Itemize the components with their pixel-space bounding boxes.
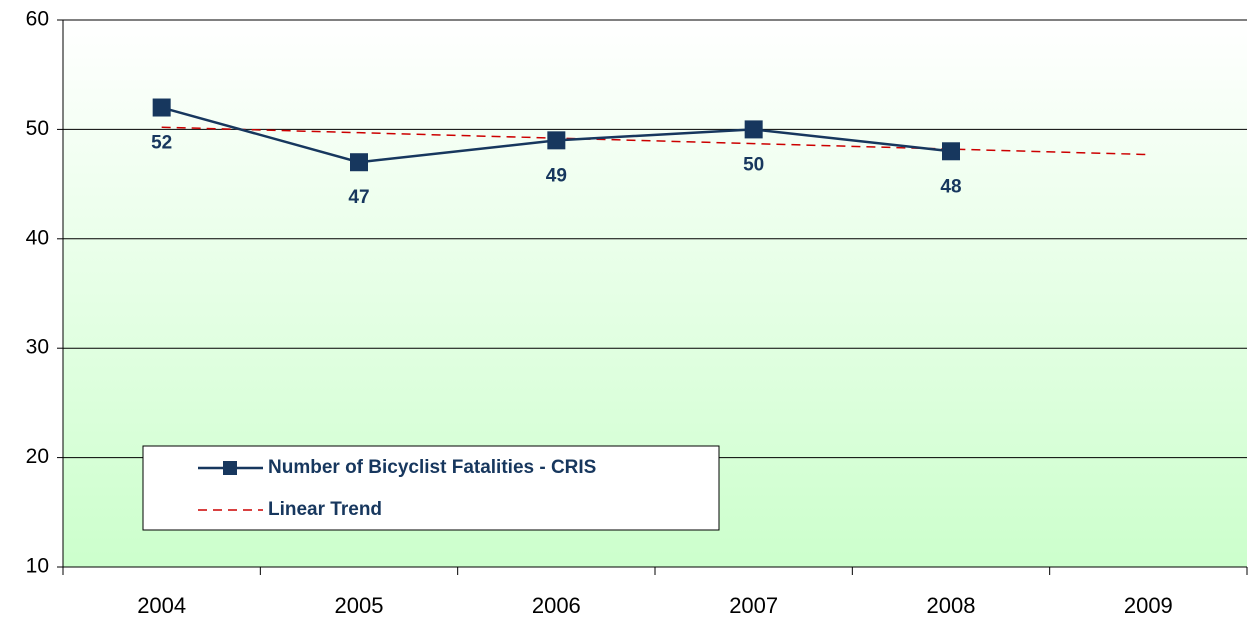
x-tick-label: 2006 xyxy=(532,593,581,618)
legend-label: Linear Trend xyxy=(268,499,382,520)
x-tick-label: 2007 xyxy=(729,593,778,618)
y-tick-label: 60 xyxy=(26,8,49,31)
data-label: 50 xyxy=(743,154,764,175)
y-tick-label: 20 xyxy=(26,445,49,468)
marker xyxy=(942,142,960,161)
y-tick-label: 40 xyxy=(26,226,49,249)
legend-marker xyxy=(223,461,237,475)
y-tick-label: 30 xyxy=(26,336,49,359)
x-tick-label: 2004 xyxy=(137,593,186,618)
marker xyxy=(547,131,566,150)
y-tick-label: 50 xyxy=(26,117,49,140)
marker xyxy=(744,120,763,139)
marker xyxy=(152,98,171,117)
data-label: 47 xyxy=(348,187,369,208)
legend-label: Number of Bicyclist Fatalities - CRIS xyxy=(268,457,596,478)
legend xyxy=(142,445,720,531)
x-tick-label: 2009 xyxy=(1124,593,1173,618)
x-tick-label: 2005 xyxy=(335,593,384,618)
y-tick-label: 10 xyxy=(26,555,49,578)
data-label: 48 xyxy=(940,176,961,197)
x-tick-label: 2008 xyxy=(927,593,976,618)
data-label: 49 xyxy=(546,165,567,186)
marker xyxy=(350,153,368,172)
data-label: 52 xyxy=(151,133,172,154)
